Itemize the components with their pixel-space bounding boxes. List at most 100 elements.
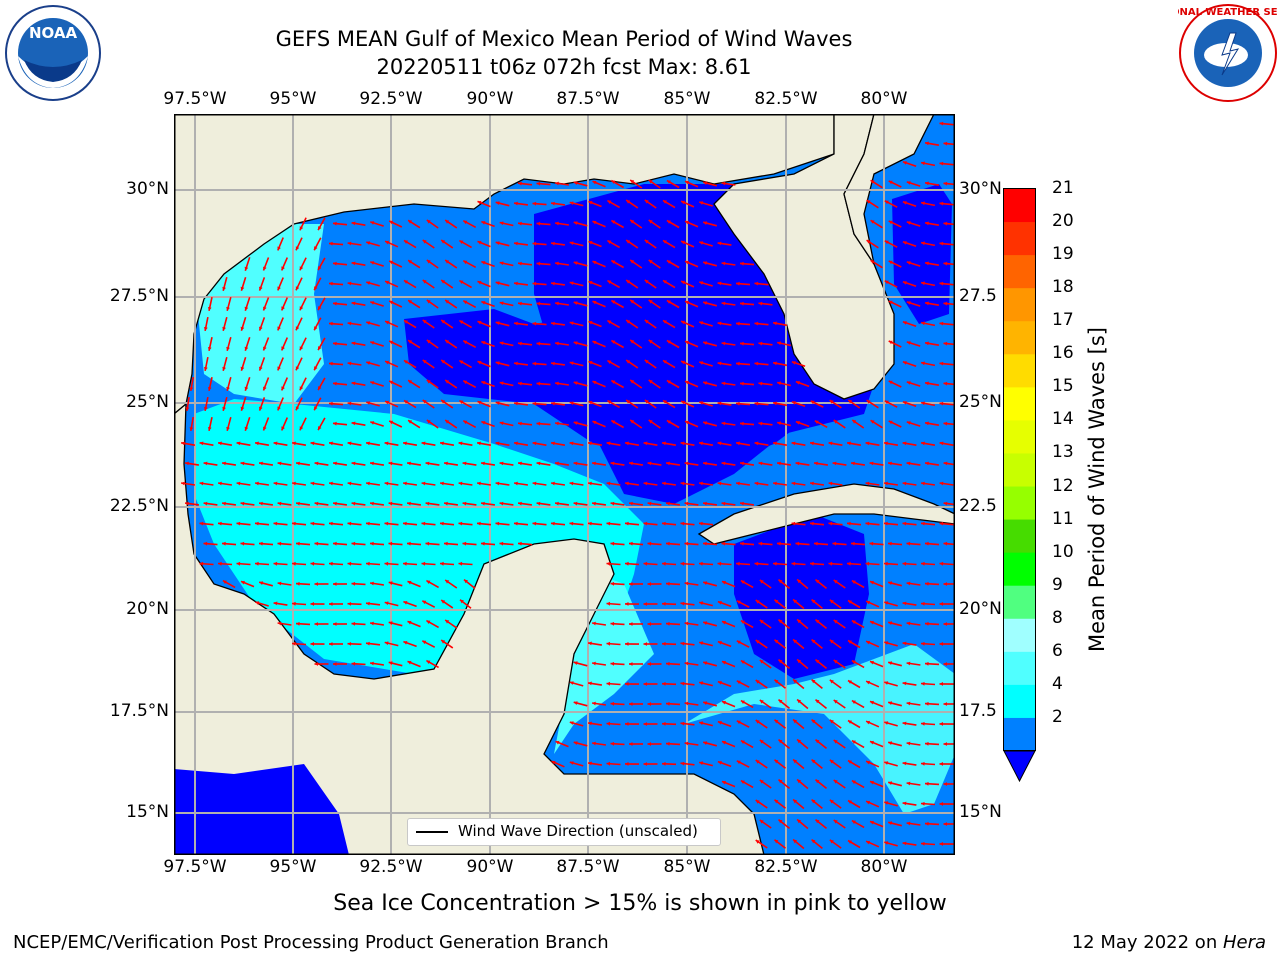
wind-arrow-head (648, 300, 653, 304)
wind-arrow-head (518, 501, 522, 506)
map-legend: Wind Wave Direction (unscaled) (407, 818, 721, 846)
wind-arrow-head (588, 641, 592, 646)
wind-arrow-head (333, 421, 337, 426)
wind-arrow-head (384, 521, 389, 526)
wind-arrow-head (310, 642, 314, 646)
wind-arrow-head (366, 441, 370, 446)
wind-arrow-head (939, 401, 944, 406)
wind-arrow-head (460, 599, 464, 604)
wind-arrow-head (573, 741, 578, 745)
wind-arrow-head (499, 501, 504, 506)
wind-arrow-head (351, 541, 356, 546)
wind-arrow-head (795, 421, 800, 425)
wind-arrow-head (774, 599, 779, 604)
wind-arrow-head (296, 541, 300, 546)
wind-arrow-head (611, 340, 616, 344)
wind-arrow-head (299, 306, 304, 311)
wind-arrow-head (666, 340, 671, 344)
wind-arrow-head (939, 682, 943, 686)
wind-arrow-head (592, 701, 596, 706)
wind-arrow-head (610, 741, 615, 746)
wind-arrow-head (939, 441, 944, 446)
wind-arrow-head (888, 581, 893, 585)
wind-arrow-head (663, 320, 667, 324)
wind-arrow-head (536, 261, 541, 266)
wind-arrow-head (829, 679, 834, 684)
wind-arrow-head (421, 481, 426, 486)
wind-arrow-head (351, 461, 356, 466)
wind-arrow-head (939, 361, 944, 366)
wind-arrow-head (939, 241, 944, 246)
wind-arrow-head (403, 521, 407, 526)
wind-arrow-head (921, 521, 925, 526)
wind-arrow-head (347, 602, 352, 606)
wind-arrow-head (866, 600, 871, 605)
wind-arrow-head (888, 821, 893, 825)
colorbar-band (1004, 222, 1035, 256)
colorbar-tick-label: 16 (1052, 343, 1074, 364)
wind-arrow-head (407, 620, 412, 625)
svg-text:NATIONAL WEATHER SERVICE: NATIONAL WEATHER SERVICE (1178, 7, 1278, 18)
wind-arrow-head (236, 481, 241, 486)
wind-arrow-head (921, 681, 925, 686)
wind-arrow-head (458, 441, 463, 446)
contour-2-4s-core (404, 309, 814, 469)
wind-arrow-head (318, 426, 322, 431)
wind-arrow-head (630, 260, 635, 264)
wind-arrow-head (310, 481, 315, 486)
wind-arrow-head (870, 260, 875, 264)
wind-arrow-head (185, 407, 190, 411)
wind-arrow-head (740, 580, 745, 584)
wind-arrow-head (866, 800, 871, 805)
wind-arrow-head (426, 660, 431, 664)
wind-arrow-head (329, 561, 333, 566)
wind-arrow-head (888, 621, 893, 625)
wind-arrow-head (366, 321, 371, 325)
wind-arrow-head (573, 701, 578, 705)
wind-arrow-head (736, 600, 741, 605)
wind-arrow-head (292, 481, 296, 486)
wind-arrow-head (236, 441, 241, 446)
wind-arrow-head (869, 461, 874, 466)
wind-arrow-head (370, 301, 375, 305)
wind-arrow-head (847, 441, 851, 446)
wind-arrow-head (755, 640, 760, 644)
wind-arrow-head (884, 681, 889, 685)
wind-arrow-head (573, 461, 578, 466)
wind-arrow-head (906, 781, 911, 786)
wind-arrow-head (403, 441, 407, 446)
wind-arrow-head (606, 761, 611, 766)
wind-arrow-head (629, 662, 633, 666)
wind-arrow-head (755, 800, 760, 804)
wind-arrow-head (921, 241, 925, 246)
wind-arrow-head (389, 420, 394, 425)
wind-arrow-head (684, 701, 689, 706)
colorbar-tick-label: 19 (1052, 244, 1074, 265)
wind-arrow-head (295, 246, 300, 251)
wind-arrow-head (607, 240, 612, 244)
wind-arrow-head (630, 420, 635, 424)
wind-arrow-head (236, 561, 241, 566)
wind-arrow-head (299, 386, 304, 391)
wind-arrow-head (499, 381, 504, 386)
wind-arrow-head (680, 561, 685, 566)
wind-arrow-head (829, 599, 834, 604)
wind-arrow-head (388, 581, 393, 585)
wind-arrow-head (648, 260, 653, 264)
wind-arrow-head (459, 280, 464, 284)
wind-arrow-head (832, 461, 837, 466)
wind-arrow-head (773, 481, 777, 486)
wind-arrow-head (292, 441, 296, 446)
wind-arrow-head (869, 541, 874, 546)
wind-arrow-head (793, 799, 798, 804)
wind-arrow-head (778, 819, 783, 824)
lon-label-bottom: 97.5°W (163, 857, 227, 877)
wind-arrow-head (736, 441, 740, 446)
wind-arrow-head (810, 400, 815, 405)
wind-arrow-head (717, 641, 722, 645)
wind-arrow-head (314, 246, 318, 251)
wind-arrow-head (663, 200, 667, 204)
wind-arrow-head (791, 481, 796, 486)
wind-arrow-head (314, 582, 318, 586)
wind-arrow-head (647, 461, 652, 466)
